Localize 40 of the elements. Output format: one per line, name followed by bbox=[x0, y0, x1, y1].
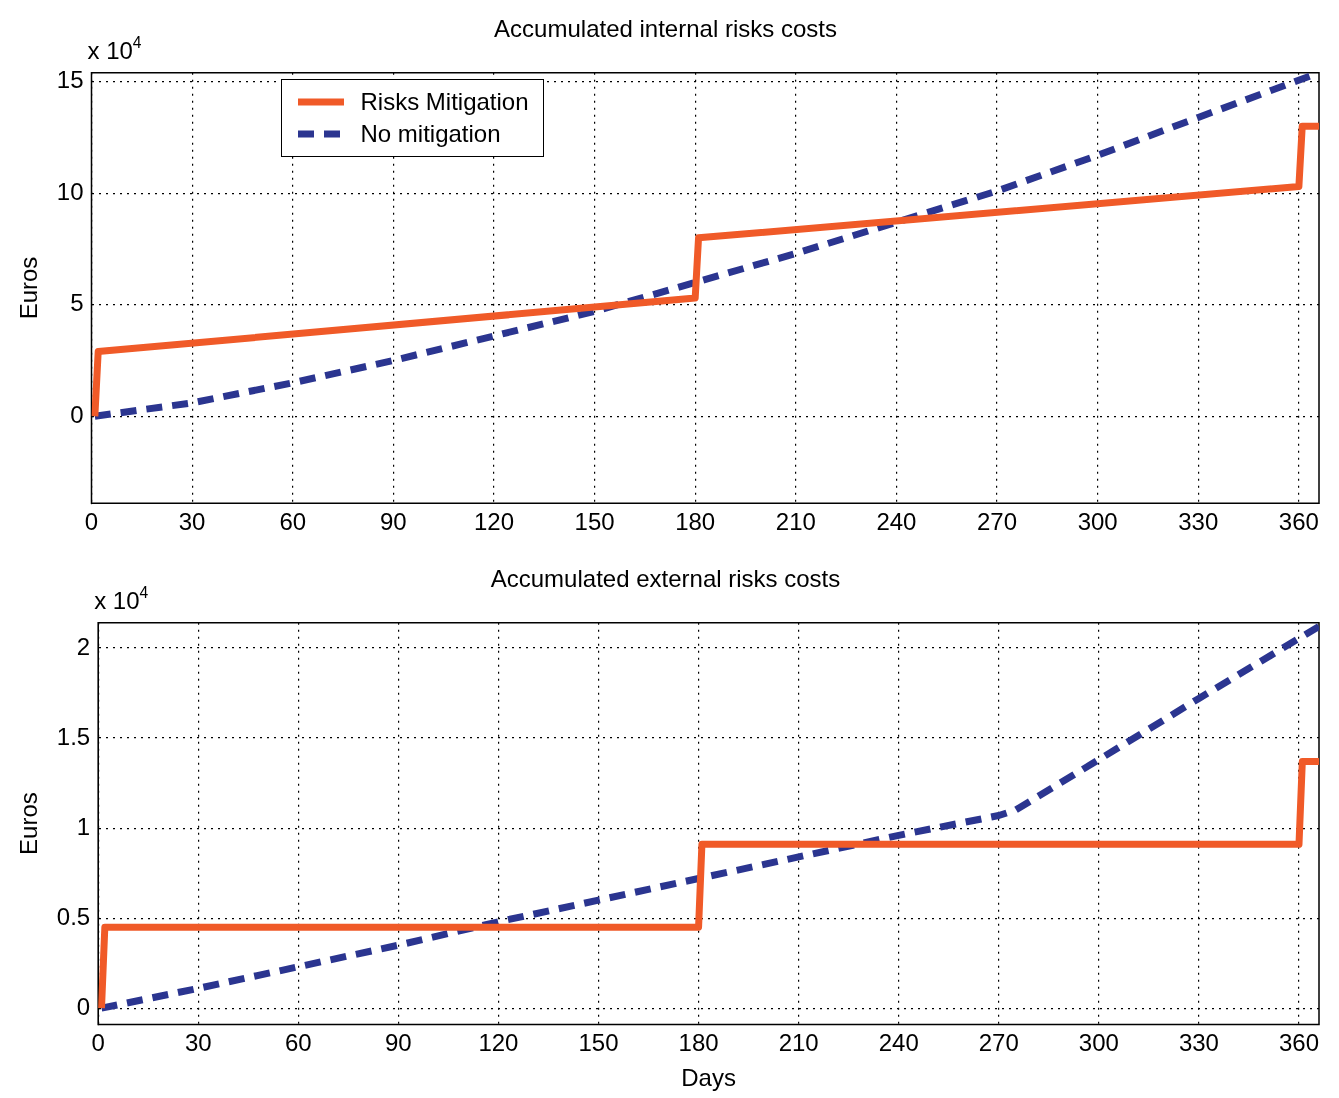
x-tick-label: 330 bbox=[1178, 508, 1219, 536]
x-tick-label: 330 bbox=[1178, 1029, 1219, 1057]
legend-label: No mitigation bbox=[360, 118, 501, 149]
x-tick-label: 30 bbox=[178, 508, 206, 536]
x-tick-label: 270 bbox=[978, 1029, 1019, 1057]
x-tick-label: 120 bbox=[473, 508, 514, 536]
y-tick-label: 5 bbox=[70, 289, 84, 317]
y-tick-label: 1 bbox=[76, 812, 91, 840]
x-tick-label: 90 bbox=[379, 508, 407, 536]
y-tick-label: 2 bbox=[76, 632, 91, 660]
x-tick-label: 60 bbox=[284, 1029, 312, 1057]
x-tick-label: 90 bbox=[385, 1029, 412, 1057]
y-tick-label: 10 bbox=[56, 177, 84, 205]
x-tick-label: 60 bbox=[279, 508, 307, 536]
legend-label: Risks Mitigation bbox=[360, 86, 529, 117]
y-tick-label: 0 bbox=[76, 992, 91, 1020]
chart-title: Accumulated external risks costs bbox=[490, 565, 841, 593]
chart-title: Accumulated internal risks costs bbox=[494, 15, 837, 43]
x-tick-label: 270 bbox=[977, 508, 1018, 536]
x-tick-label: 300 bbox=[1077, 508, 1118, 536]
x-tick-label: 120 bbox=[478, 1029, 519, 1057]
y-tick-label: 0.5 bbox=[56, 902, 91, 930]
x-tick-label: 150 bbox=[578, 1029, 619, 1057]
y-axis-title: Euros bbox=[15, 256, 43, 320]
x-tick-label: 210 bbox=[775, 508, 816, 536]
x-axis-title: Days bbox=[681, 1064, 736, 1092]
x-tick-label: 240 bbox=[878, 1029, 919, 1057]
x-tick-label: 180 bbox=[678, 1029, 719, 1057]
x-tick-label: 360 bbox=[1278, 508, 1319, 536]
x-tick-label: 300 bbox=[1078, 1029, 1119, 1057]
x-tick-label: 30 bbox=[184, 1029, 212, 1057]
x-tick-label: 360 bbox=[1278, 1029, 1320, 1057]
x-tick-label: 150 bbox=[574, 508, 615, 536]
x-tick-label: 180 bbox=[675, 508, 716, 536]
y-tick-label: 15 bbox=[56, 66, 84, 94]
y-tick-label: 0 bbox=[70, 400, 84, 428]
y-tick-label: 1.5 bbox=[56, 722, 91, 750]
y-axis-title: Euros bbox=[15, 792, 43, 855]
x-tick-label: 240 bbox=[876, 508, 917, 536]
x-tick-label: 210 bbox=[778, 1029, 819, 1057]
